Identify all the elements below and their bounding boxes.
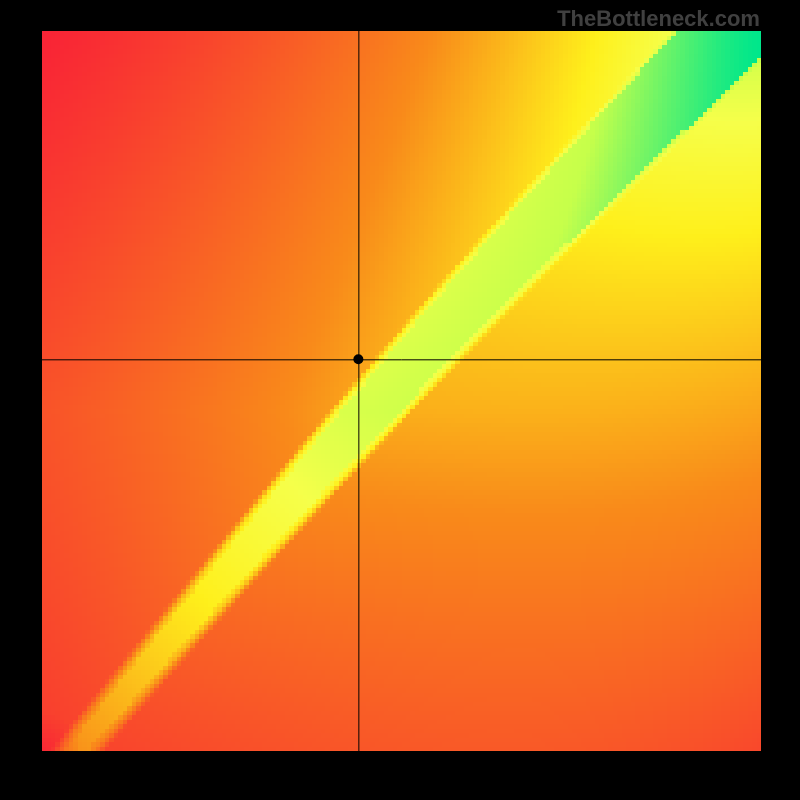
chart-container: TheBottleneck.com: [0, 0, 800, 800]
bottleneck-heatmap: [0, 0, 800, 800]
watermark-text: TheBottleneck.com: [557, 6, 760, 32]
